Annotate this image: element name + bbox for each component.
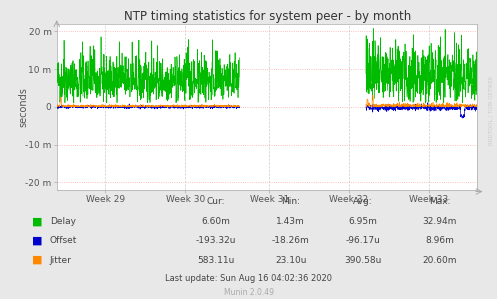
Text: -96.17u: -96.17u	[345, 236, 380, 245]
Text: Delay: Delay	[50, 217, 76, 226]
Title: NTP timing statistics for system peer - by month: NTP timing statistics for system peer - …	[124, 10, 411, 23]
Text: ■: ■	[32, 255, 43, 265]
Text: Avg:: Avg:	[353, 197, 373, 206]
Text: RRDTOOL / TOBI OETIKER: RRDTOOL / TOBI OETIKER	[489, 76, 494, 145]
Text: 1.43m: 1.43m	[276, 217, 305, 226]
Text: -18.26m: -18.26m	[272, 236, 310, 245]
Text: Min:: Min:	[281, 197, 300, 206]
Text: 6.95m: 6.95m	[348, 217, 377, 226]
Text: 23.10u: 23.10u	[275, 256, 307, 265]
Text: -193.32u: -193.32u	[196, 236, 237, 245]
Text: 8.96m: 8.96m	[425, 236, 454, 245]
Text: Cur:: Cur:	[207, 197, 226, 206]
Text: 32.94m: 32.94m	[422, 217, 457, 226]
Text: 583.11u: 583.11u	[197, 256, 235, 265]
Text: 390.58u: 390.58u	[344, 256, 382, 265]
Text: Last update: Sun Aug 16 04:02:36 2020: Last update: Sun Aug 16 04:02:36 2020	[165, 274, 332, 283]
Text: Munin 2.0.49: Munin 2.0.49	[224, 288, 273, 297]
Text: 6.60m: 6.60m	[202, 217, 231, 226]
Text: Max:: Max:	[429, 197, 451, 206]
Text: Offset: Offset	[50, 236, 77, 245]
Text: ■: ■	[32, 236, 43, 246]
Text: 20.60m: 20.60m	[422, 256, 457, 265]
Text: ■: ■	[32, 216, 43, 226]
Text: Jitter: Jitter	[50, 256, 72, 265]
Y-axis label: seconds: seconds	[19, 87, 29, 127]
